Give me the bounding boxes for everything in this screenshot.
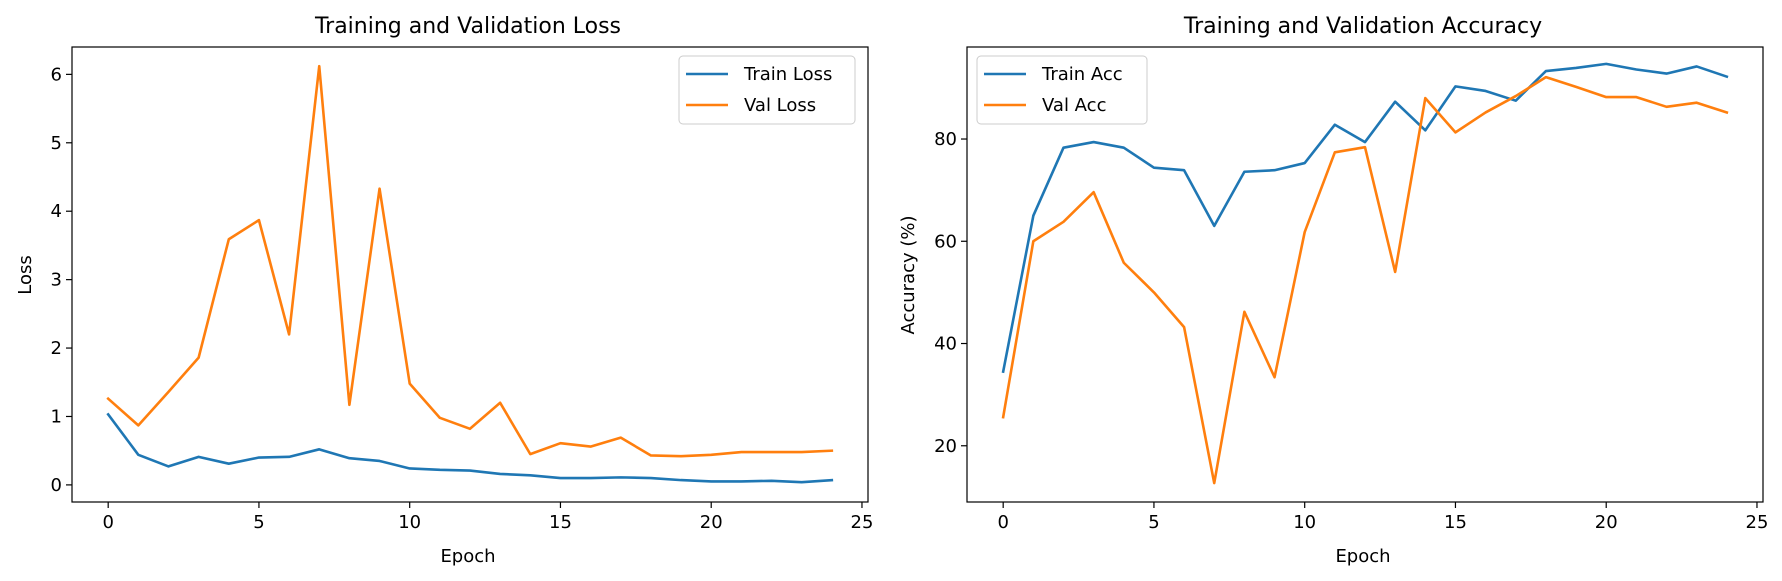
accuracy-legend-train-label: Train Acc [1041, 64, 1123, 85]
accuracy-y-tick-label: 40 [934, 334, 957, 355]
accuracy-x-tick-label: 15 [1444, 512, 1467, 533]
accuracy-legend-val-label: Val Acc [1042, 95, 1106, 116]
accuracy-y-axis-label: Accuracy (%) [898, 215, 919, 334]
loss-legend: Train Loss Val Loss [678, 55, 856, 125]
loss-y-tick-label: 2 [51, 338, 62, 359]
accuracy-legend: Train Acc Val Acc [976, 55, 1148, 125]
loss-y-axis-label: Loss [15, 255, 36, 294]
loss-x-tick-label: 0 [102, 512, 113, 533]
accuracy-y-tick-label: 80 [934, 129, 957, 150]
accuracy-chart: Training and Validation Accuracy 0 5 10 15 2… [898, 14, 1768, 567]
accuracy-x-ticks: 0 5 10 15 20 25 [997, 502, 1768, 533]
loss-y-tick-label: 5 [51, 133, 62, 154]
loss-y-tick-label: 4 [51, 201, 62, 222]
loss-y-tick-label: 3 [51, 270, 62, 291]
loss-legend-train-label: Train Loss [743, 64, 832, 85]
loss-y-tick-label: 0 [51, 475, 62, 496]
loss-y-ticks: 0 1 2 3 4 5 6 [51, 64, 72, 496]
loss-series [106, 64, 834, 484]
loss-x-ticks: 0 5 10 15 20 25 [102, 502, 873, 533]
loss-chart: Training and Validation Loss 0 5 10 15 20 25 … [15, 14, 873, 567]
loss-y-tick-label: 6 [51, 64, 62, 85]
accuracy-y-tick-label: 60 [934, 231, 957, 252]
accuracy-x-tick-label: 10 [1293, 512, 1316, 533]
accuracy-series [1001, 62, 1729, 485]
accuracy-train-line [1001, 62, 1729, 374]
accuracy-x-tick-label: 5 [1148, 512, 1159, 533]
loss-x-tick-label: 25 [851, 512, 874, 533]
loss-x-tick-label: 15 [549, 512, 572, 533]
accuracy-y-tick-label: 20 [934, 436, 957, 457]
loss-x-axis-label: Epoch [440, 546, 495, 567]
loss-chart-title: Training and Validation Loss [314, 14, 621, 39]
accuracy-val-line [1001, 75, 1729, 485]
accuracy-x-tick-label: 0 [997, 512, 1008, 533]
loss-x-tick-label: 5 [253, 512, 264, 533]
loss-plot-frame [71, 46, 869, 503]
loss-val-line [106, 64, 834, 458]
accuracy-chart-title: Training and Validation Accuracy [1183, 14, 1542, 39]
loss-train-line [106, 412, 834, 484]
accuracy-plot-frame [966, 46, 1764, 503]
loss-y-tick-label: 1 [51, 406, 62, 427]
loss-x-tick-label: 10 [398, 512, 421, 533]
accuracy-x-axis-label: Epoch [1335, 546, 1390, 567]
accuracy-x-tick-label: 25 [1746, 512, 1769, 533]
accuracy-y-ticks: 20 40 60 80 [934, 129, 967, 457]
loss-x-tick-label: 20 [700, 512, 723, 533]
loss-legend-val-label: Val Loss [744, 95, 816, 116]
accuracy-x-tick-label: 20 [1595, 512, 1618, 533]
